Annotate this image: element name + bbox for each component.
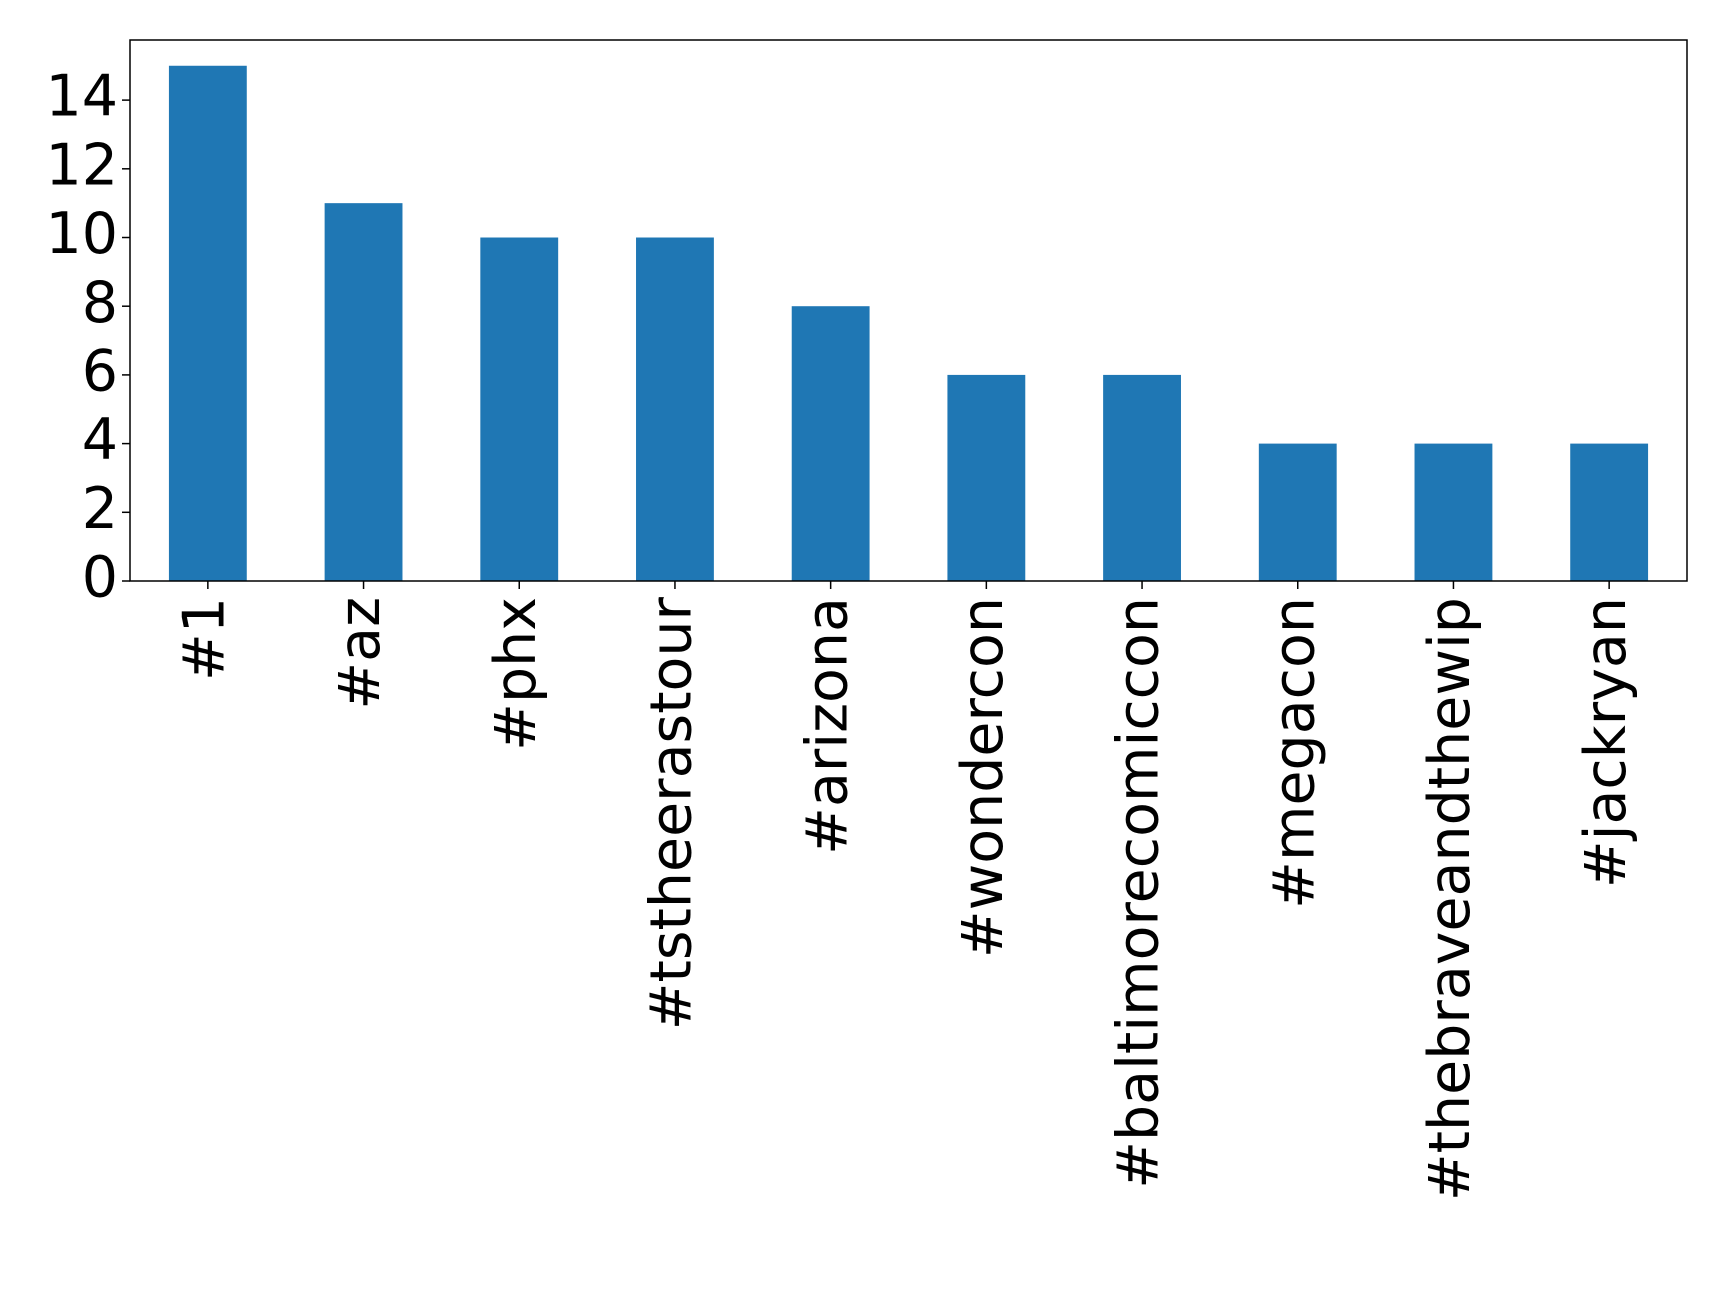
bar [1103, 374, 1181, 581]
bar [1414, 443, 1493, 581]
x-tick-label: #1 [171, 597, 237, 681]
y-tick-label: 4 [82, 407, 118, 473]
x-tick-label: #phx [483, 597, 549, 751]
x-tick-label: #tstheerastour [639, 596, 705, 1030]
bar [168, 65, 247, 581]
plot-frame [129, 39, 1688, 582]
y-tick-label: 12 [45, 132, 118, 198]
bar [791, 306, 870, 581]
x-tick-label: #wondercon [950, 597, 1016, 958]
y-tick-label: 10 [45, 201, 118, 267]
bar [636, 237, 714, 581]
x-tick-label: #baltimorecomiccon [1106, 597, 1172, 1189]
y-tick-label: 8 [82, 270, 118, 336]
bar [947, 374, 1026, 581]
x-tick-label: #thebraveandthewip [1417, 597, 1483, 1201]
bar [1570, 443, 1649, 581]
x-tick-label: #megacon [1261, 597, 1327, 909]
x-tick-label: #az [327, 597, 393, 710]
bar [1258, 443, 1337, 581]
y-tick-label: 0 [82, 545, 118, 611]
x-tick-label: #arizona [794, 597, 860, 855]
bar [480, 237, 559, 581]
y-tick-label: 6 [82, 339, 118, 405]
bar [324, 203, 403, 581]
x-tick-label: #jackryan [1573, 597, 1639, 888]
y-tick-label: 2 [82, 476, 118, 542]
y-tick-label: 14 [45, 64, 118, 130]
